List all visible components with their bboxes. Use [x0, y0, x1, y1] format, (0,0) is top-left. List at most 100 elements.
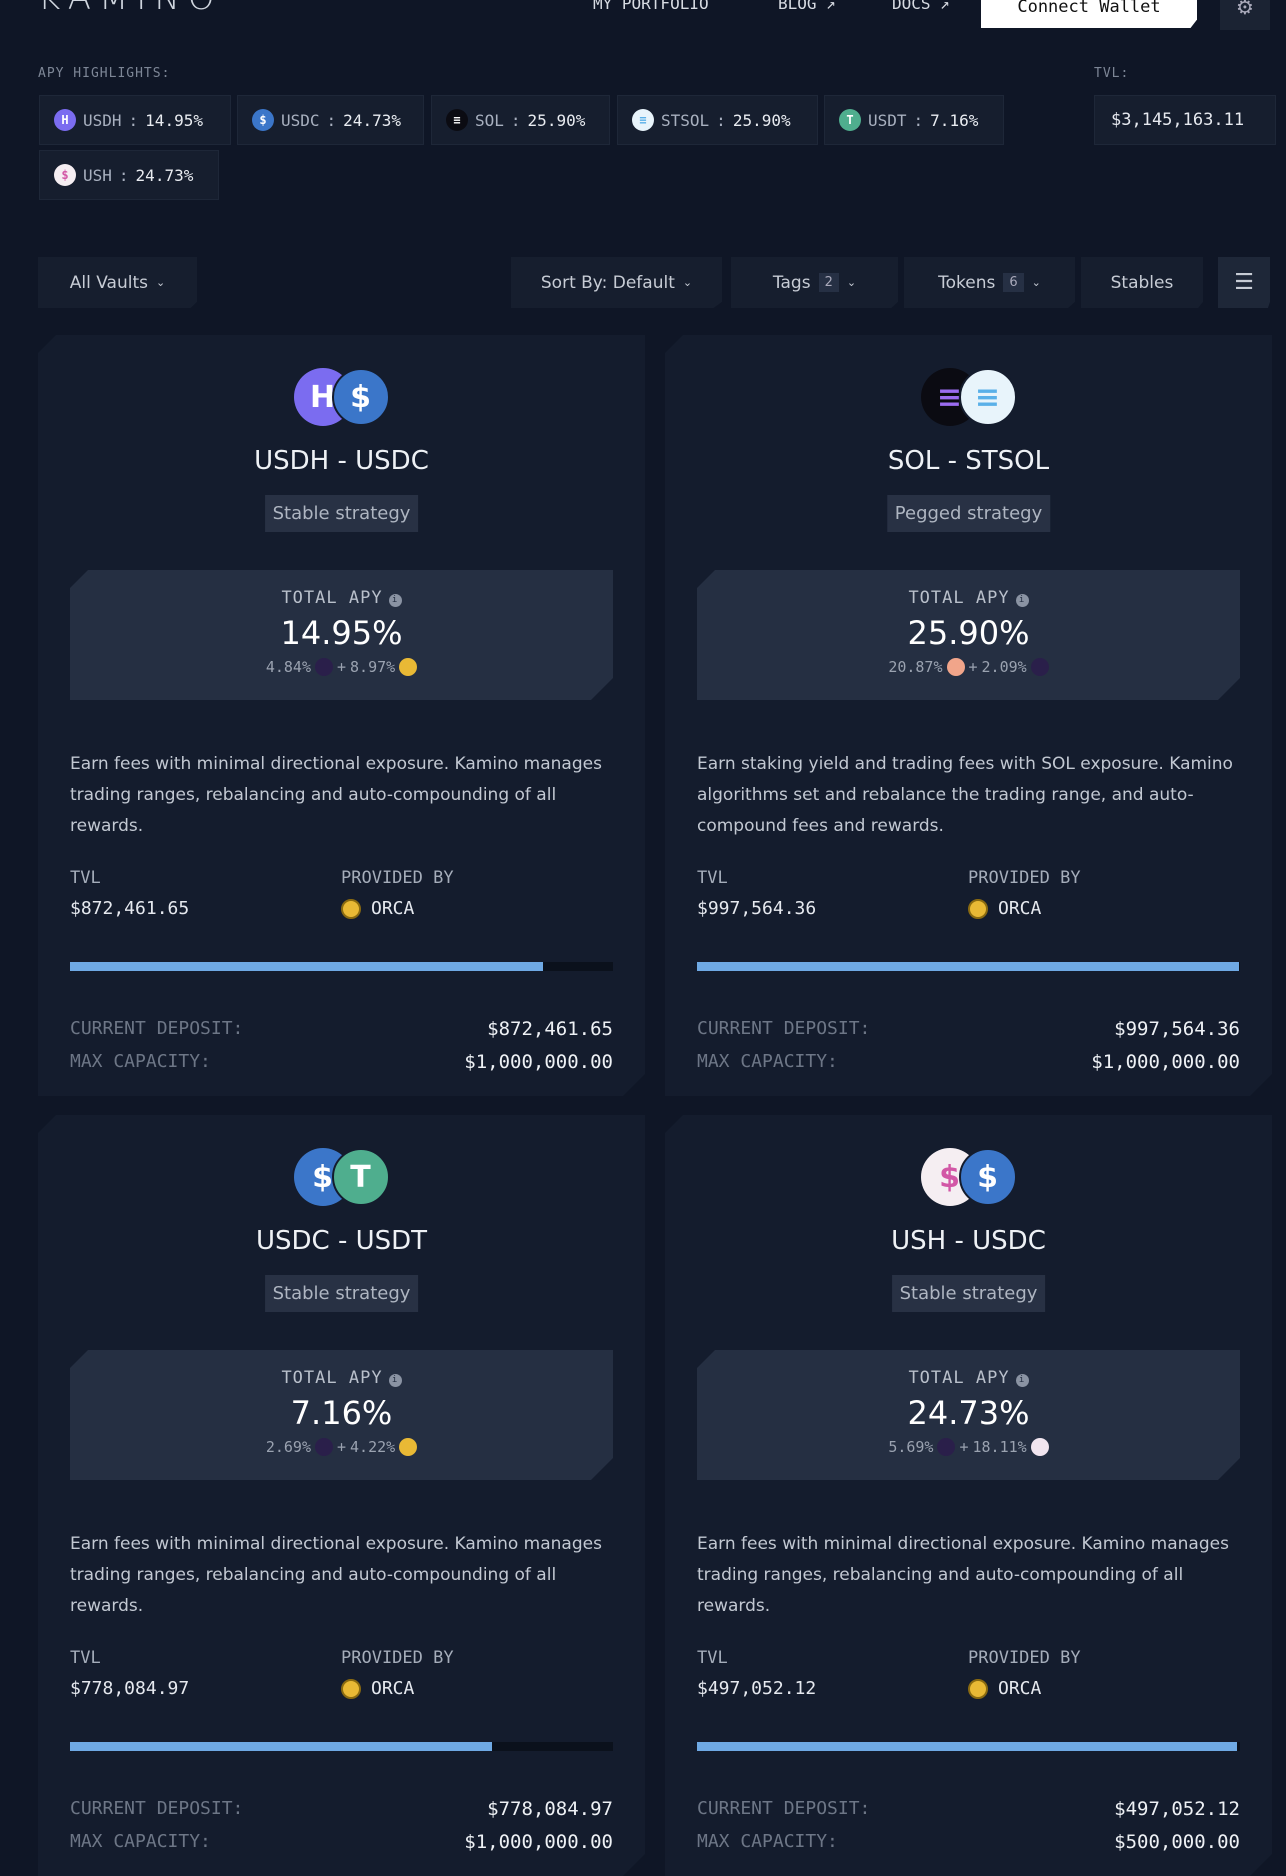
apy-chip-ush[interactable]: $ USH: 24.73%	[39, 150, 219, 200]
reward-token-icon	[947, 658, 965, 676]
current-deposit-value: $997,564.36	[1114, 1018, 1240, 1040]
max-capacity-value: $1,000,000.00	[464, 1051, 613, 1073]
vault-title: USH - USDC	[891, 1226, 1046, 1256]
provided-by-label: PROVIDED BY	[341, 1648, 454, 1668]
apy-component-b: 4.22%	[350, 1438, 396, 1456]
chevron-down-icon: ⌄	[682, 276, 693, 289]
apy-component-a: 2.69%	[265, 1438, 311, 1456]
total-apy-label: TOTAL APY	[281, 588, 383, 608]
chip-apy-value: 25.90%	[732, 110, 791, 130]
reward-token-icon	[399, 658, 417, 676]
nav-docs[interactable]: DOCS ↗	[892, 0, 950, 13]
sol-token-icon: ≡	[446, 109, 468, 131]
nav-my-portfolio[interactable]: MY PORTFOLIO	[593, 0, 709, 13]
vault-description: Earn staking yield and trading fees with…	[697, 754, 1233, 836]
vault-card[interactable]: $ T USDC - USDT Stable strategy TOTAL AP…	[38, 1115, 645, 1876]
total-apy-value: 25.90%	[907, 614, 1030, 652]
usdt-token-icon: T	[839, 109, 861, 131]
tvl-label: TVL	[697, 868, 728, 888]
chevron-down-icon: ⌄	[156, 276, 166, 289]
info-icon[interactable]: i	[1016, 1374, 1029, 1387]
max-capacity-value: $500,000.00	[1114, 1831, 1240, 1853]
apy-chip-usdc[interactable]: $ USDC: 24.73%	[237, 95, 424, 145]
max-capacity-label: MAX CAPACITY:	[70, 1051, 211, 1072]
token-pair-icons: ≡ ≡	[921, 368, 1017, 426]
usdh-token-icon: H	[54, 109, 76, 131]
provider-name: ORCA	[371, 1678, 415, 1699]
vault-description: Earn fees with minimal directional expos…	[70, 1534, 602, 1616]
chip-token: SOL	[475, 110, 504, 130]
reward-token-icon	[399, 1438, 417, 1456]
provider-name: ORCA	[998, 898, 1042, 919]
total-apy-panel: TOTAL APY i 7.16% 2.69% +4.22%	[70, 1350, 613, 1480]
info-icon[interactable]: i	[389, 594, 402, 607]
capacity-progress-bar	[697, 1742, 1240, 1751]
orca-icon	[341, 1679, 361, 1699]
token-b-icon: T	[332, 1148, 390, 1206]
capacity-progress-bar	[70, 1742, 613, 1751]
tags-count-badge: 2	[818, 273, 839, 292]
stables-filter-button[interactable]: Stables	[1081, 257, 1203, 308]
tvl-value: $872,461.65	[70, 898, 190, 919]
vault-title: USDH - USDC	[254, 446, 429, 476]
tokens-count-badge: 6	[1003, 273, 1024, 292]
current-deposit-value: $497,052.12	[1114, 1798, 1240, 1820]
total-apy-panel: TOTAL APY i 24.73% 5.69% +18.11%	[697, 1350, 1240, 1480]
apy-chip-sol[interactable]: ≡ SOL: 25.90%	[431, 95, 610, 145]
provided-by-label: PROVIDED BY	[341, 868, 454, 888]
tags-dropdown[interactable]: Tags 2 ⌄	[731, 257, 898, 308]
vault-description: Earn fees with minimal directional expos…	[697, 1534, 1229, 1616]
gear-icon: ⚙	[1236, 0, 1254, 19]
reward-token-icon	[315, 1438, 333, 1456]
capacity-progress-bar	[70, 962, 613, 971]
capacity-progress-fill	[70, 962, 543, 971]
tvl-label: TVL	[70, 868, 101, 888]
provided-by-label: PROVIDED BY	[968, 1648, 1081, 1668]
total-apy-value: 7.16%	[290, 1394, 393, 1432]
vault-title: USDC - USDT	[255, 1226, 428, 1256]
connect-wallet-button[interactable]: Connect Wallet	[981, 0, 1197, 28]
tvl-label: TVL	[697, 1648, 728, 1668]
apy-component-a: 4.84%	[265, 658, 311, 676]
sort-dropdown[interactable]: Sort By: Default ⌄	[511, 257, 722, 308]
strategy-badge: Pegged strategy	[887, 495, 1050, 532]
chevron-down-icon: ⌄	[846, 276, 857, 289]
provided-by-label: PROVIDED BY	[968, 868, 1081, 888]
apy-component-b: 8.97%	[350, 658, 396, 676]
total-tvl-value: $3,145,163.11	[1094, 95, 1276, 145]
apy-chip-usdt[interactable]: T USDT: 7.16%	[824, 95, 1004, 145]
vault-card[interactable]: H $ USDH - USDC Stable strategy TOTAL AP…	[38, 335, 645, 1096]
vault-card[interactable]: $ $ USH - USDC Stable strategy TOTAL APY…	[665, 1115, 1272, 1876]
capacity-progress-bar	[697, 962, 1240, 971]
stsol-token-icon: ≡	[632, 109, 654, 131]
info-icon[interactable]: i	[1016, 594, 1029, 607]
settings-button[interactable]: ⚙	[1220, 0, 1270, 30]
tvl-value: $497,052.12	[697, 1678, 817, 1699]
chip-token: USDH	[83, 110, 122, 130]
reward-token-icon	[1031, 1438, 1049, 1456]
strategy-badge: Stable strategy	[892, 1275, 1046, 1312]
kamino-logo[interactable]: KAMINO	[38, 0, 223, 18]
layout-toggle-button[interactable]: ☰	[1218, 257, 1270, 308]
total-apy-value: 14.95%	[280, 614, 403, 652]
orca-icon	[968, 1679, 988, 1699]
info-icon[interactable]: i	[389, 1374, 402, 1387]
nav-blog[interactable]: BLOG ↗	[778, 0, 836, 13]
apy-chip-usdh[interactable]: H USDH: 14.95%	[39, 95, 231, 145]
token-b-icon: ≡	[959, 368, 1017, 426]
all-vaults-dropdown[interactable]: All Vaults ⌄	[38, 257, 197, 308]
token-b-icon: $	[959, 1148, 1017, 1206]
capacity-progress-fill	[697, 1742, 1237, 1751]
apy-component-a: 20.87%	[888, 658, 943, 676]
current-deposit-value: $778,084.97	[487, 1798, 613, 1820]
tokens-dropdown[interactable]: Tokens 6 ⌄	[904, 257, 1075, 308]
vault-card[interactable]: ≡ ≡ SOL - STSOL Pegged strategy TOTAL AP…	[665, 335, 1272, 1096]
max-capacity-label: MAX CAPACITY:	[70, 1831, 211, 1852]
apy-chip-stsol[interactable]: ≡ STSOL: 25.90%	[617, 95, 818, 145]
provider-name: ORCA	[371, 898, 415, 919]
max-capacity-value: $1,000,000.00	[464, 1831, 613, 1853]
usdc-token-icon: $	[252, 109, 274, 131]
chip-token: STSOL	[661, 110, 710, 130]
tvl-label: TVL:	[1094, 66, 1130, 81]
total-apy-label: TOTAL APY	[281, 1368, 383, 1388]
